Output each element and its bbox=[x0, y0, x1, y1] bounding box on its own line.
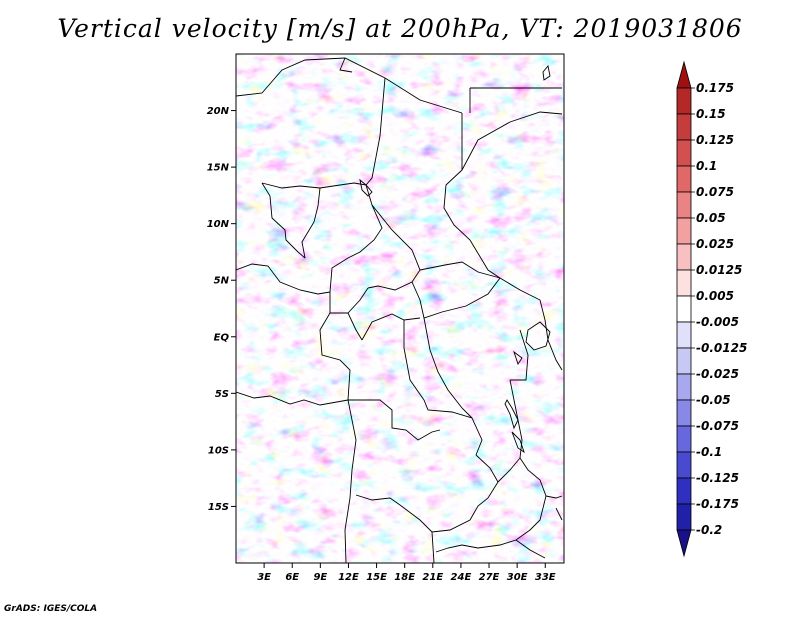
colorbar-label: 0.125 bbox=[696, 133, 734, 147]
lat-tick-label: EQ bbox=[214, 332, 230, 343]
colorbar-label: -0.2 bbox=[696, 523, 722, 537]
lon-tick-label: 27E bbox=[479, 572, 500, 583]
colorbar-label: 0.15 bbox=[696, 107, 726, 121]
colorbar-label: 0.075 bbox=[696, 185, 734, 199]
colorbar-swatch bbox=[676, 191, 692, 219]
lon-tick-label: 9E bbox=[313, 572, 327, 583]
colorbar-swatch bbox=[676, 321, 692, 349]
colorbar-label: 0.005 bbox=[696, 289, 734, 303]
colorbar-swatch bbox=[676, 269, 692, 297]
colorbar-swatch bbox=[676, 347, 692, 375]
colorbar-swatch bbox=[676, 139, 692, 167]
colorbar-label: 0.05 bbox=[696, 211, 726, 225]
footer-credit: GrADS: IGES/COLA bbox=[4, 604, 98, 614]
colorbar-swatch bbox=[676, 477, 692, 505]
colorbar-swatch bbox=[676, 165, 692, 193]
lat-tick-label: 5S bbox=[215, 389, 229, 400]
colorbar-label: -0.1 bbox=[696, 445, 722, 459]
colorbar-label: -0.175 bbox=[696, 497, 739, 511]
lon-tick-label: 24E bbox=[451, 572, 472, 583]
lat-tick-label: 10N bbox=[207, 219, 230, 230]
colorbar-swatch bbox=[676, 451, 692, 479]
longitude-axis: 3E 6E 9E 12E 15E 18E 21E 24E 27E 30E 33E bbox=[257, 563, 556, 583]
colorbar-swatch bbox=[676, 503, 692, 531]
lon-tick-label: 18E bbox=[394, 572, 415, 583]
lon-tick-label: 33E bbox=[535, 572, 556, 583]
colorbar-swatch bbox=[676, 373, 692, 401]
lat-tick-label: 10S bbox=[208, 445, 229, 456]
colorbar-label: -0.125 bbox=[696, 471, 739, 485]
colorbar-label: 0.175 bbox=[696, 81, 734, 95]
colorbar-label: -0.005 bbox=[696, 315, 739, 329]
velocity-field bbox=[236, 54, 564, 563]
country-borders bbox=[236, 57, 563, 563]
colorbar-label: 0.025 bbox=[696, 237, 734, 251]
colorbar-label: -0.025 bbox=[696, 367, 739, 381]
colorbar-label: -0.0125 bbox=[696, 341, 747, 355]
colorbar-swatch bbox=[676, 60, 692, 89]
colorbar-swatch bbox=[676, 87, 692, 115]
colorbar-swatch bbox=[676, 113, 692, 141]
colorbar-label: -0.075 bbox=[696, 419, 739, 433]
colorbar-swatch bbox=[676, 217, 692, 245]
colorbar-swatch bbox=[676, 399, 692, 427]
lon-tick-label: 3E bbox=[257, 572, 271, 583]
colorbar: 0.175 0.15 0.125 0.1 0.075 0.05 0.025 0.0125 0.0… bbox=[676, 60, 747, 558]
colorbar-label: -0.05 bbox=[696, 393, 731, 407]
map-frame bbox=[235, 53, 565, 564]
lat-tick-label: 15N bbox=[207, 163, 230, 174]
colorbar-label: 0.1 bbox=[696, 159, 717, 173]
page-title: Vertical velocity [m/s] at 200hPa, VT: 2… bbox=[57, 14, 743, 43]
latitude-axis: 20N 15N 10N 5N EQ 5S 10S 15S bbox=[207, 106, 236, 513]
lat-tick-label: 5N bbox=[214, 276, 230, 287]
colorbar-swatch bbox=[676, 295, 692, 323]
colorbar-label: 0.0125 bbox=[696, 263, 742, 277]
colorbar-swatch bbox=[676, 243, 692, 271]
lon-tick-label: 15E bbox=[366, 572, 387, 583]
lon-tick-label: 21E bbox=[422, 572, 443, 583]
lat-tick-label: 20N bbox=[207, 106, 230, 117]
lat-tick-label: 15S bbox=[208, 502, 229, 513]
colorbar-swatch bbox=[676, 529, 692, 558]
colorbar-swatch bbox=[676, 425, 692, 453]
lon-tick-label: 12E bbox=[338, 572, 359, 583]
lon-tick-label: 30E bbox=[507, 572, 528, 583]
lon-tick-label: 6E bbox=[285, 572, 299, 583]
